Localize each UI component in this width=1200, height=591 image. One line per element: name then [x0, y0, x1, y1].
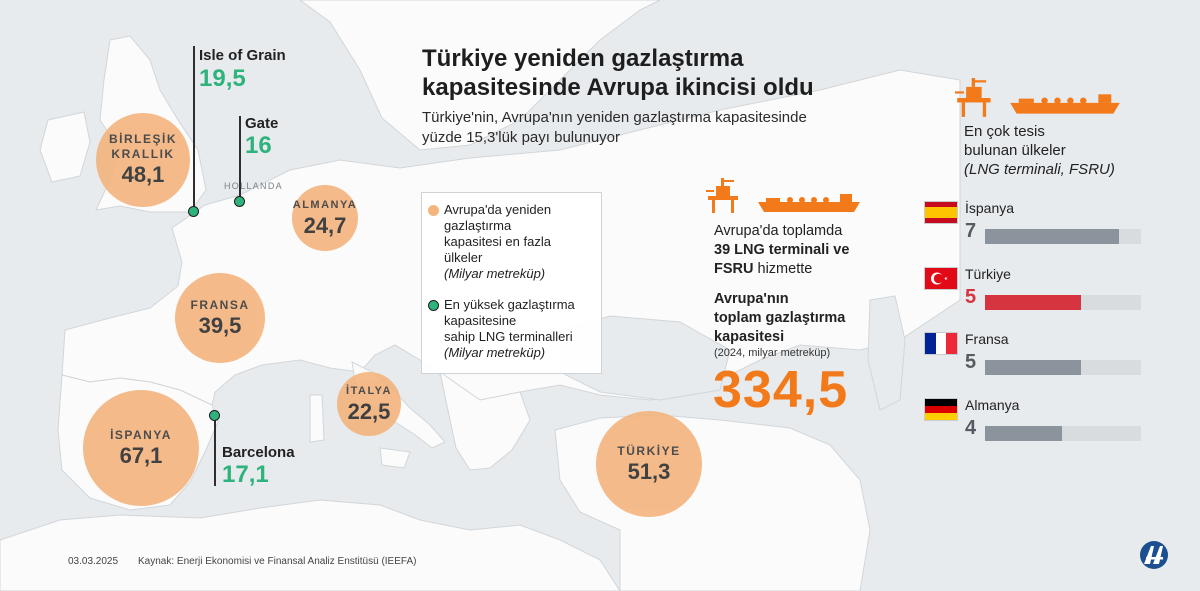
ranking-value: 7 [965, 220, 977, 242]
ranking-country: Fransa [965, 331, 1009, 347]
ranking-title: En çok tesis bulunan ülkeler (LNG termin… [964, 123, 1115, 178]
ranking-country: İspanya [965, 200, 1015, 216]
page-title: Türkiye yeniden gazlaştırma kapasitesind… [422, 45, 814, 101]
bubble-country: BİRLEŞİK [108, 132, 177, 146]
fsru-ship-icon [1010, 94, 1120, 114]
ranking-country: Türkiye [965, 266, 1011, 282]
ranking-value: 4 [965, 417, 977, 439]
orange-dot-icon [428, 205, 439, 216]
bubble-fransa: FRANSA 39,5 [175, 273, 265, 363]
ranking-bar [985, 229, 1119, 244]
ranking-value: 5 [965, 286, 977, 308]
terminal-name: Gate [245, 115, 279, 132]
bubble-value: 22,5 [347, 398, 391, 424]
turkey-flag-icon [925, 268, 957, 289]
terminal-leader-line [239, 116, 241, 200]
footer-date: 03.03.2025 [68, 556, 119, 567]
ranking-country: Almanya [965, 397, 1020, 413]
ranking-row-spain: İspanya 7 [925, 196, 1145, 256]
terminal-name: Barcelona [222, 444, 295, 461]
france-flag-icon [925, 333, 957, 354]
terminal-leader-line [193, 46, 195, 210]
bubble-country: İSPANYA [110, 427, 172, 442]
bubble-value: 24,7 [303, 212, 347, 238]
ranking-row-germany: Almanya 4 [925, 393, 1145, 453]
bubble-value: 48,1 [121, 162, 165, 187]
terminal-value: 19,5 [199, 65, 246, 92]
green-dot-icon [428, 300, 439, 311]
lng-terminal-icon [955, 78, 991, 117]
bubble-almanya: ALMANYA 24,7 [292, 185, 358, 251]
bubble-country-line2: KRALLIK [111, 147, 175, 161]
terminal-leader-line [214, 418, 216, 486]
terminal-marker-isle-of-grain [188, 206, 199, 217]
aa-logo-icon [1140, 541, 1168, 569]
terminal-name: Isle of Grain [199, 47, 286, 64]
bubble-value: 67,1 [119, 442, 163, 468]
legend-item-terminals: En yüksek gazlaştırma kapasitesine sahip… [428, 297, 598, 361]
legend: Avrupa'da yeniden gazlaştırma kapasitesi… [421, 192, 602, 374]
capacity-unit: (2024, milyar metreküp) [714, 347, 831, 359]
bubble-value: 51,3 [627, 458, 671, 484]
ranking-value: 5 [965, 351, 977, 373]
ranking-row-turkiye: Türkiye 5 [925, 262, 1145, 322]
footer-source: Kaynak: Enerji Ekonomisi ve Finansal Ana… [138, 556, 417, 567]
europe-terminal-count: Avrupa'da toplamda 39 LNG terminali ve F… [714, 223, 850, 277]
legend-item-capacity: Avrupa'da yeniden gazlaştırma kapasitesi… [428, 202, 598, 282]
europe-capacity-heading: Avrupa'nın toplam gazlaştırma kapasitesi [714, 291, 846, 345]
bubble-italya: İTALYA 22,5 [337, 372, 401, 436]
bubble-ispanya: İSPANYA 67,1 [83, 390, 199, 506]
bubble-turkiye: TÜRKİYE 51,3 [596, 411, 702, 517]
bubble-birlesik-krallik: BİRLEŞİK KRALLIK 48,1 [96, 113, 190, 207]
lng-terminal-icon [706, 178, 738, 213]
ranking-bar-track [985, 426, 1141, 441]
subtitle: Türkiye'nin, Avrupa'nın yeniden gazlaştı… [422, 109, 807, 146]
spain-flag-icon [925, 202, 957, 223]
terminal-marker-barcelona [209, 410, 220, 421]
terminal-value: 16 [245, 132, 272, 159]
ranking-bar [985, 295, 1081, 310]
ranking-bar [985, 360, 1081, 375]
germany-flag-icon [925, 399, 957, 420]
ranking-bar-track [985, 360, 1141, 375]
bubble-country: İTALYA [346, 384, 392, 397]
terminal-value: 17,1 [222, 461, 269, 488]
bubble-country: ALMANYA [292, 198, 358, 211]
europe-total-capacity: 334,5 [713, 361, 849, 419]
ranking-row-france: Fransa 5 [925, 327, 1145, 387]
bubble-country: TÜRKİYE [617, 443, 681, 458]
ranking-bar-track [985, 295, 1141, 310]
ranking-bar [985, 426, 1062, 441]
bubble-value: 39,5 [198, 312, 242, 338]
terminal-marker-gate [234, 196, 245, 207]
map-label-holland: HOLLANDA [224, 181, 283, 191]
ranking-bar-track [985, 229, 1141, 244]
fsru-ship-icon [758, 194, 860, 212]
bubble-country: FRANSA [190, 297, 250, 312]
